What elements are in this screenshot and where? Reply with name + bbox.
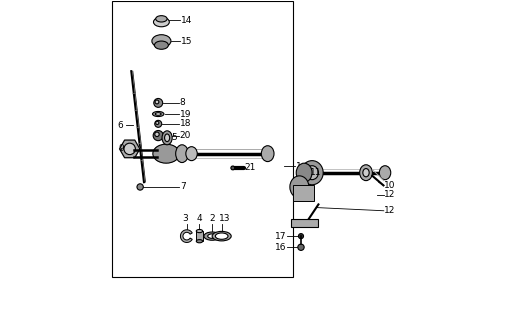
Text: 8: 8 [180,99,186,108]
Bar [196,231,203,241]
Circle shape [298,234,304,239]
Circle shape [155,100,159,104]
Text: 17: 17 [275,232,287,241]
Ellipse shape [379,166,391,180]
Bar [112,1,293,277]
Text: 3: 3 [183,214,188,223]
Circle shape [155,120,162,127]
Text: 14: 14 [181,16,193,25]
Text: 4: 4 [197,214,202,223]
Ellipse shape [360,165,372,180]
Ellipse shape [156,113,161,115]
Ellipse shape [290,176,309,198]
Text: 13: 13 [219,214,231,223]
Text: 1: 1 [296,162,302,171]
Text: 12: 12 [385,190,396,199]
Ellipse shape [154,147,178,161]
Bar [291,219,318,227]
Ellipse shape [153,144,179,163]
Text: 5: 5 [171,133,177,142]
Ellipse shape [196,229,203,233]
Circle shape [155,132,159,137]
Text: 6: 6 [117,121,123,130]
Text: 10: 10 [385,181,396,190]
Text: 12: 12 [385,206,396,215]
Ellipse shape [204,232,221,240]
Ellipse shape [156,16,167,22]
Ellipse shape [154,41,168,49]
Ellipse shape [176,145,188,163]
Text: 11: 11 [310,168,321,178]
Circle shape [154,99,163,107]
Ellipse shape [215,233,228,239]
Text: 20: 20 [180,131,191,140]
Ellipse shape [162,131,172,145]
Ellipse shape [212,231,231,241]
Ellipse shape [363,169,369,177]
Ellipse shape [196,240,203,243]
Text: 2: 2 [209,214,215,223]
Ellipse shape [301,161,323,185]
Ellipse shape [154,145,178,159]
Wedge shape [180,230,192,243]
Text: 16: 16 [275,243,287,252]
Text: 7: 7 [180,182,186,191]
Polygon shape [120,140,140,158]
Text: 21: 21 [245,164,256,172]
Ellipse shape [152,35,171,47]
Ellipse shape [208,234,216,238]
Text: 19: 19 [180,109,191,118]
Ellipse shape [152,111,164,116]
Text: 15: 15 [181,36,193,45]
Bar [293,185,314,201]
Circle shape [153,131,163,141]
Circle shape [137,184,143,190]
Text: 9: 9 [118,144,124,153]
Circle shape [156,121,159,124]
Circle shape [231,166,235,170]
Ellipse shape [306,166,318,180]
Ellipse shape [296,163,312,182]
Ellipse shape [154,148,178,163]
Ellipse shape [261,146,274,162]
Ellipse shape [186,147,197,161]
Ellipse shape [165,134,170,142]
Circle shape [124,143,135,155]
Ellipse shape [153,17,169,27]
Circle shape [298,244,304,251]
Text: 18: 18 [180,119,191,128]
